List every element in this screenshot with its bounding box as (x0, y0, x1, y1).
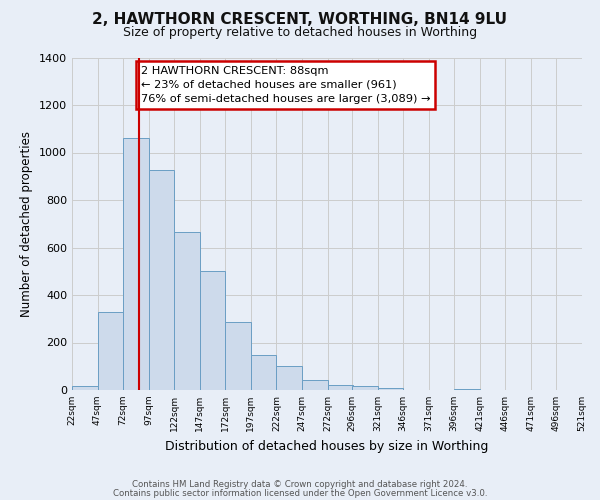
Y-axis label: Number of detached properties: Number of detached properties (20, 130, 34, 317)
Bar (98, 312, 123, 390)
Bar (123, 138, 149, 390)
Bar (72, 386, 98, 390)
Text: 2, HAWTHORN CRESCENT, WORTHING, BN14 9LU: 2, HAWTHORN CRESCENT, WORTHING, BN14 9LU (92, 12, 508, 28)
Bar (174, 232, 200, 390)
Text: Size of property relative to detached houses in Worthing: Size of property relative to detached ho… (123, 26, 477, 39)
Bar (377, 388, 403, 390)
Bar (149, 170, 174, 390)
Text: Contains HM Land Registry data © Crown copyright and database right 2024.: Contains HM Land Registry data © Crown c… (132, 480, 468, 489)
Bar (200, 271, 226, 390)
Bar (302, 380, 328, 390)
Bar (352, 386, 377, 390)
Bar (454, 389, 480, 390)
Bar (251, 355, 277, 390)
Text: Contains public sector information licensed under the Open Government Licence v3: Contains public sector information licen… (113, 488, 487, 498)
X-axis label: Distribution of detached houses by size in Worthing: Distribution of detached houses by size … (166, 440, 488, 452)
Bar (328, 385, 353, 390)
Bar (226, 322, 251, 390)
Bar (277, 366, 302, 390)
Text: 2 HAWTHORN CRESCENT: 88sqm
← 23% of detached houses are smaller (961)
76% of sem: 2 HAWTHORN CRESCENT: 88sqm ← 23% of deta… (141, 66, 430, 104)
